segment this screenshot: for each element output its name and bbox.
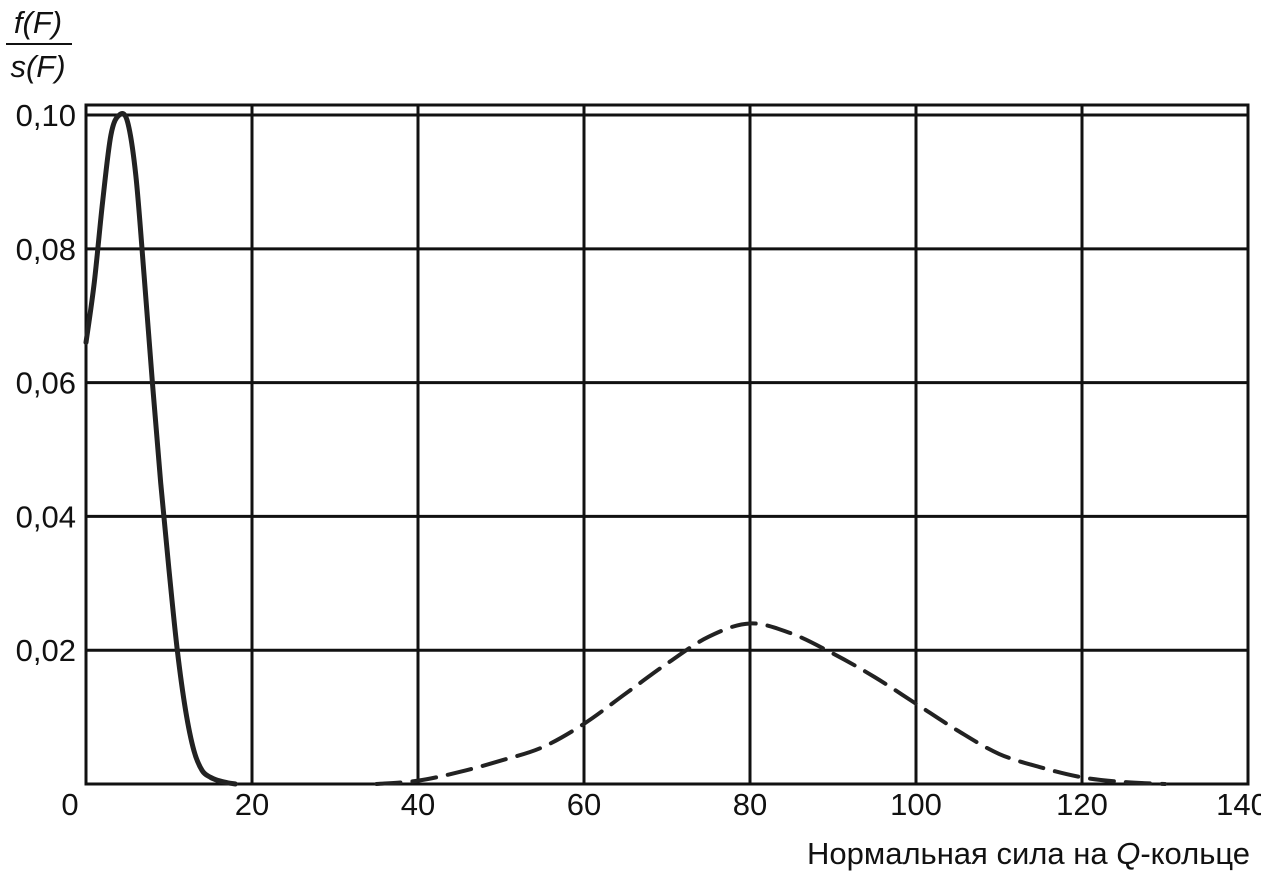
origin-label: 0 [61,787,78,822]
y-tick-label: 0,10 [16,98,76,133]
series-layer [83,111,1167,787]
x-axis-label-suffix: -кольце [1140,836,1250,871]
horizontal-gridlines [86,113,1248,652]
x-tick-label: 100 [890,787,942,822]
x-tick-label: 60 [567,787,601,822]
y-tick-label: 0,06 [16,366,76,401]
y-tick-label: 0,08 [16,232,76,267]
y-axis-tick-labels: 0,02 0,04 0,06 0,08 0,10 [16,98,76,668]
y-tick-label: 0,02 [16,633,76,668]
series-line-solid [83,111,238,787]
vertical-gridlines [250,105,1084,784]
x-axis-tick-labels: 20 40 60 80 100 120 140 [235,787,1261,822]
x-tick-label: 20 [235,787,269,822]
x-tick-label: 80 [733,787,767,822]
x-axis-label-variable: Q [1116,836,1140,871]
plot-frame [84,103,1250,786]
x-axis-label: Нормальная сила на Q-кольце [807,836,1250,871]
y-tick-label: 0,04 [16,499,76,534]
x-axis-label-prefix: Нормальная сила на [807,836,1116,871]
y-axis-label-denominator: s(F) [10,49,65,84]
y-axis-label: f(F) s(F) [6,5,72,84]
y-axis-label-numerator: f(F) [14,5,62,40]
series-line-dashed [374,621,1167,786]
x-tick-label: 40 [401,787,435,822]
x-tick-label: 140 [1216,787,1261,822]
x-tick-label: 120 [1056,787,1108,822]
